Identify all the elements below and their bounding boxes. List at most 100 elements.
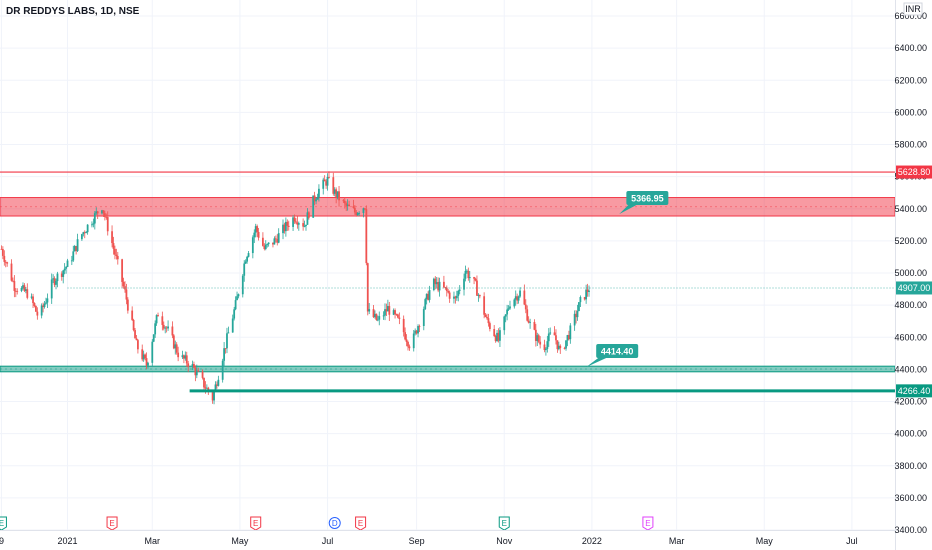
candle-body [152,334,155,342]
candle-body [76,239,79,252]
candle-body [418,325,421,327]
candle-body [435,282,438,285]
candle-body [223,348,226,361]
price-label-last-text: 4907.00 [898,283,931,293]
candle-body [408,346,411,349]
event-earnings-3[interactable]: E [250,516,262,531]
candle-body [93,213,96,224]
candle-body [22,285,24,288]
candle-body [412,333,415,349]
event-earnings-6[interactable]: E [642,516,654,531]
candle-body [75,246,78,252]
candle-body [467,270,470,279]
y-tick-label: 3800.00 [894,461,927,471]
candle-body [253,232,256,238]
currency-label: INR [905,4,921,14]
event-earnings-2-shape [106,516,118,531]
candle-body [80,234,83,240]
candle-body [181,355,184,358]
candle-body [284,221,287,232]
candle-body [566,335,569,341]
candle-body [134,330,136,339]
candle-body [557,345,560,350]
candle-body [404,332,407,340]
candle-body [372,309,375,318]
event-earnings-1[interactable]: E [0,516,7,531]
y-tick-label: 4800.00 [894,300,927,310]
candle-body [217,379,220,386]
candle-body [33,303,36,306]
candle-body [205,387,208,389]
candle-body [147,362,149,366]
x-axis[interactable]: 9 2021 Mar May Jul Sep Nov 2022 Mar May Jul [0,536,858,546]
candle-body [45,302,47,304]
candle-body [323,179,326,182]
candle-body [382,315,385,317]
candle-body [432,278,435,291]
candle-body [287,225,290,227]
candle-body [171,326,174,336]
candle-body [256,226,259,232]
candle-body [464,270,467,279]
candle-body [346,204,349,206]
candle-body [348,204,350,207]
callout-resistance-pointer [619,205,637,215]
candle-body [52,278,55,280]
event-earnings-4-shape [355,516,367,531]
candle-body [573,313,576,326]
candle-body [203,377,205,388]
event-earnings-4[interactable]: E [355,516,367,531]
candle-body [322,179,325,189]
candle-body [92,223,95,225]
candle-body [276,239,279,243]
event-dividend[interactable]: D [328,517,341,529]
candle-body [204,387,207,389]
candle-body [266,244,269,245]
candle-body [313,195,316,202]
candle-body [328,176,330,178]
callouts[interactable]: 5366.95 4414.40 [586,191,669,368]
candle-body [303,226,306,227]
callout-resistance[interactable]: 5366.95 [619,191,669,215]
event-earnings-2[interactable]: E [106,516,118,531]
candle-body [236,296,238,301]
zones [0,197,896,373]
candle-body [425,293,428,300]
candle-body [144,354,146,359]
y-tick-label: 4400.00 [894,364,927,374]
candle-body [197,370,200,372]
candle-body [534,329,537,341]
candle-body [282,224,284,234]
candle-body [497,332,500,341]
currency-badge[interactable] [903,2,923,16]
price-label-support-text: 4266.40 [898,386,931,396]
event-earnings-5-shape [498,516,510,531]
candle-body [507,308,510,310]
candle-body [254,226,257,233]
event-earnings-1-shape [0,516,7,531]
candle-body [392,310,395,315]
candle-body [50,279,53,299]
candle-body [226,333,228,349]
candle-body [563,348,566,349]
candle-body [112,243,115,249]
candle-body [513,299,516,307]
x-tick-label: May [231,536,249,546]
candle-body [273,238,276,245]
candle-body [434,278,437,285]
candle-body [546,341,549,349]
candle-body [358,212,361,214]
candle-body [578,302,580,312]
candle-body [95,211,98,214]
candle-body [277,233,280,243]
horizontal-lines[interactable] [0,171,895,393]
candle-body [6,262,9,264]
candle-body [233,309,236,319]
event-earnings-5[interactable]: E [498,516,510,531]
callout-support[interactable]: 4414.40 [586,344,639,368]
candle-body [484,314,487,317]
candle-body [345,203,348,206]
candle-body [457,290,460,296]
